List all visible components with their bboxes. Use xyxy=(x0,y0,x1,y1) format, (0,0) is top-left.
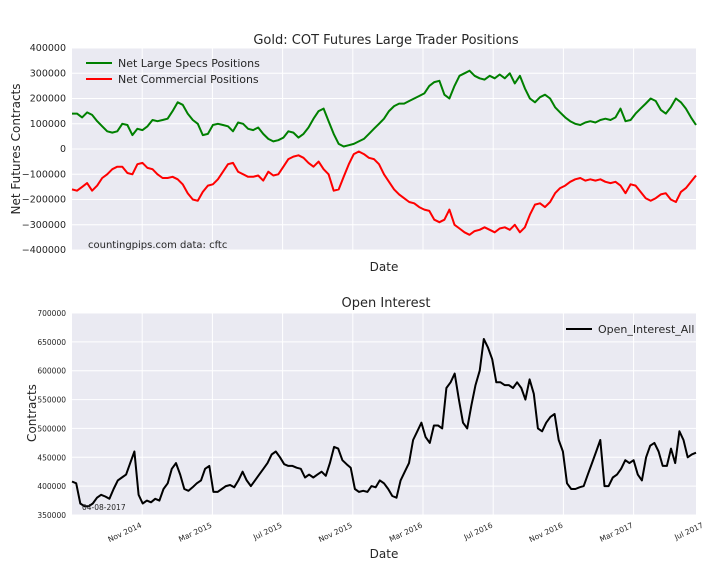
series-line-1 xyxy=(71,150,697,236)
cot-legend: Net Large Specs Positions Net Commercial… xyxy=(86,57,260,86)
y-tick-label: 700000 xyxy=(37,309,66,318)
x-tick-label: Nov 2014 xyxy=(107,521,144,545)
y-tick-label: 450000 xyxy=(37,453,66,462)
x-tick-label: Mar 2016 xyxy=(388,521,424,544)
x-tick-label: Jul 2016 xyxy=(462,521,495,543)
open-interest-chart: Open Interest 700000 650000 600000 550000 50… xyxy=(25,296,705,561)
oi-x-ticks: Nov 2014 Mar 2015 Jul 2015 Nov 2015 Mar 2016… xyxy=(107,521,705,545)
x-tick-label: Nov 2016 xyxy=(528,521,565,545)
series-line-0 xyxy=(72,69,697,148)
oi-plot-area xyxy=(72,313,696,515)
cot-y-axis-label: Net Futures Contracts xyxy=(9,83,23,214)
oi-x-axis-label: Date xyxy=(370,547,399,561)
oi-y-ticks: 700000 650000 600000 550000 500000 450000 4000… xyxy=(37,309,66,520)
legend-label-specs: Net Large Specs Positions xyxy=(118,57,260,70)
oi-series-lines xyxy=(71,338,697,508)
oi-chart-title: Open Interest xyxy=(342,296,431,311)
cot-chart: Gold: COT Futures Large Trader Positions… xyxy=(9,33,697,274)
cot-gridlines xyxy=(72,47,696,251)
cot-x-axis-label: Date xyxy=(370,260,399,274)
x-tick-label: Mar 2015 xyxy=(177,521,213,544)
y-tick-label: 650000 xyxy=(37,338,66,347)
series-line-0 xyxy=(71,338,697,508)
cot-series-lines xyxy=(71,69,697,236)
y-tick-label: −300000 xyxy=(22,220,66,231)
x-tick-label: Mar 2017 xyxy=(598,521,634,544)
y-tick-label: −200000 xyxy=(22,195,66,206)
y-tick-label: 100000 xyxy=(30,119,66,130)
y-tick-label: −400000 xyxy=(22,245,66,256)
y-tick-label: 400000 xyxy=(30,43,66,54)
date-annotation: 04-08-2017 xyxy=(82,503,126,512)
y-tick-label: 600000 xyxy=(37,367,66,376)
oi-gridlines xyxy=(72,312,696,516)
source-annotation: countingpips.com xyxy=(88,240,177,251)
oi-y-axis-label: Contracts xyxy=(25,384,39,442)
cot-chart-title: Gold: COT Futures Large Trader Positions xyxy=(253,33,518,48)
y-tick-label: 0 xyxy=(60,144,66,155)
y-tick-label: 350000 xyxy=(37,511,66,520)
y-tick-label: 300000 xyxy=(30,68,66,79)
y-tick-label: 500000 xyxy=(37,424,66,433)
legend-label-commercial: Net Commercial Positions xyxy=(118,73,259,86)
legend-label-open-interest: Open_Interest_All xyxy=(598,323,694,336)
data-annotation: data: cftc xyxy=(180,240,227,251)
x-tick-label: Jul 2015 xyxy=(251,521,284,543)
x-tick-label: Jul 2017 xyxy=(672,521,705,543)
x-tick-label: Nov 2015 xyxy=(317,521,354,545)
y-tick-label: −100000 xyxy=(22,169,66,180)
oi-legend: Open_Interest_All xyxy=(566,323,694,336)
cot-y-ticks: 400000 300000 200000 100000 0 −100000 −200000 −… xyxy=(22,43,66,256)
y-tick-label: 550000 xyxy=(37,396,66,405)
y-tick-label: 200000 xyxy=(30,94,66,105)
y-tick-label: 400000 xyxy=(37,482,66,491)
